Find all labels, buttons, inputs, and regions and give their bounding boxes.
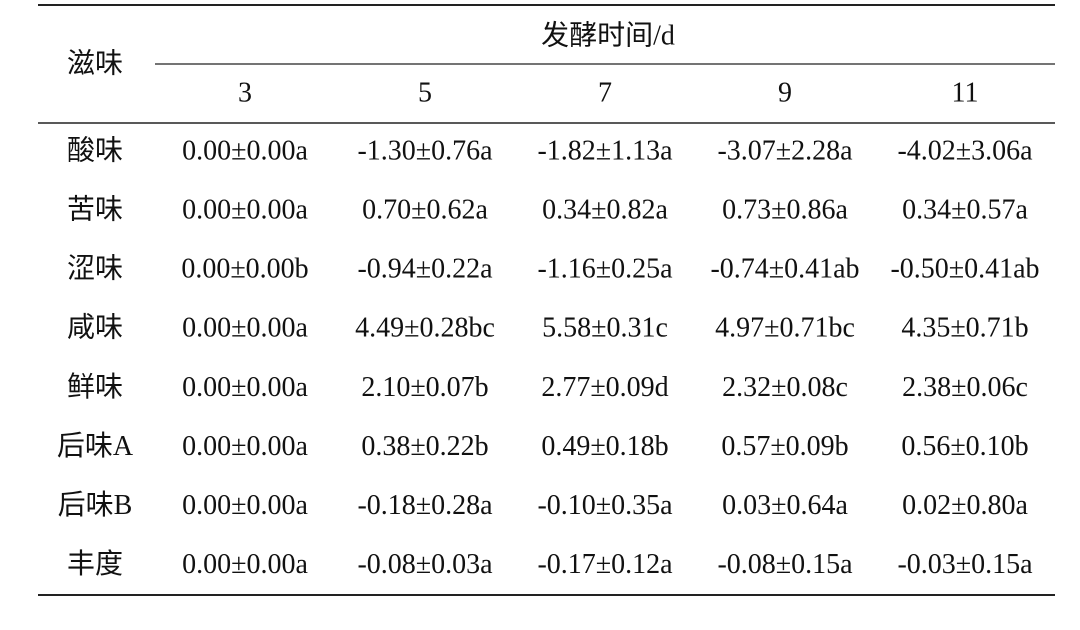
cell: 4.35±0.71b [901, 313, 1028, 344]
cell: 0.03±0.64a [722, 490, 848, 521]
cell: -1.16±0.25a [537, 254, 673, 285]
row-label: 酸味 [67, 134, 123, 166]
cell: 0.00±0.00a [182, 372, 308, 403]
cell: 0.34±0.57a [902, 195, 1028, 226]
cell: 0.38±0.22b [361, 431, 488, 462]
cell: -0.08±0.15a [717, 549, 853, 580]
cell: -0.08±0.03a [357, 549, 493, 580]
row-label: 丰度 [67, 548, 123, 580]
cell: 5.58±0.31c [542, 313, 668, 344]
cell: 0.00±0.00a [182, 490, 308, 521]
row-label: 后味A [57, 430, 134, 462]
row-label: 后味B [58, 489, 133, 521]
column-header: 9 [778, 77, 792, 108]
cell: -0.03±0.15a [897, 549, 1033, 580]
cell: 2.38±0.06c [902, 372, 1028, 403]
cell: 2.77±0.09d [541, 372, 668, 403]
cell: 0.00±0.00a [182, 431, 308, 462]
cell: -0.94±0.22a [357, 254, 493, 285]
cell: -4.02±3.06a [897, 135, 1033, 166]
cell: 0.02±0.80a [902, 490, 1028, 521]
cell: 0.49±0.18b [541, 431, 668, 462]
cell: 0.00±0.00b [181, 254, 308, 285]
cell: -1.30±0.76a [357, 135, 493, 166]
cell: -0.17±0.12a [537, 549, 673, 580]
cell: 0.70±0.62a [362, 195, 488, 226]
column-header: 5 [418, 77, 432, 108]
cell: 0.56±0.10b [901, 431, 1028, 462]
cell: 0.00±0.00a [182, 135, 308, 166]
cell: 0.00±0.00a [182, 549, 308, 580]
row-label: 涩味 [67, 253, 123, 285]
group-header: 发酵时间/d [541, 19, 675, 51]
cell: 0.73±0.86a [722, 195, 848, 226]
row-header: 滋味 [67, 47, 123, 79]
column-header: 7 [598, 77, 612, 108]
cell: -3.07±2.28a [717, 135, 853, 166]
cell: -0.10±0.35a [537, 490, 673, 521]
cell: 0.57±0.09b [721, 431, 848, 462]
cell: 0.34±0.82a [542, 195, 668, 226]
column-header: 3 [238, 77, 252, 108]
cell: -0.18±0.28a [357, 490, 493, 521]
cell: 0.00±0.00a [182, 195, 308, 226]
cell: -1.82±1.13a [537, 135, 673, 166]
row-label: 苦味 [67, 194, 123, 226]
cell: 4.49±0.28bc [355, 313, 495, 344]
cell: 2.32±0.08c [722, 372, 848, 403]
cell: -0.50±0.41ab [890, 254, 1039, 285]
row-label: 鲜味 [67, 371, 123, 403]
cell: 0.00±0.00a [182, 313, 308, 344]
cell: 2.10±0.07b [361, 372, 488, 403]
cell: -0.74±0.41ab [710, 254, 859, 285]
column-header: 11 [952, 77, 979, 108]
cell: 4.97±0.71bc [715, 313, 855, 344]
row-label: 咸味 [67, 312, 123, 344]
